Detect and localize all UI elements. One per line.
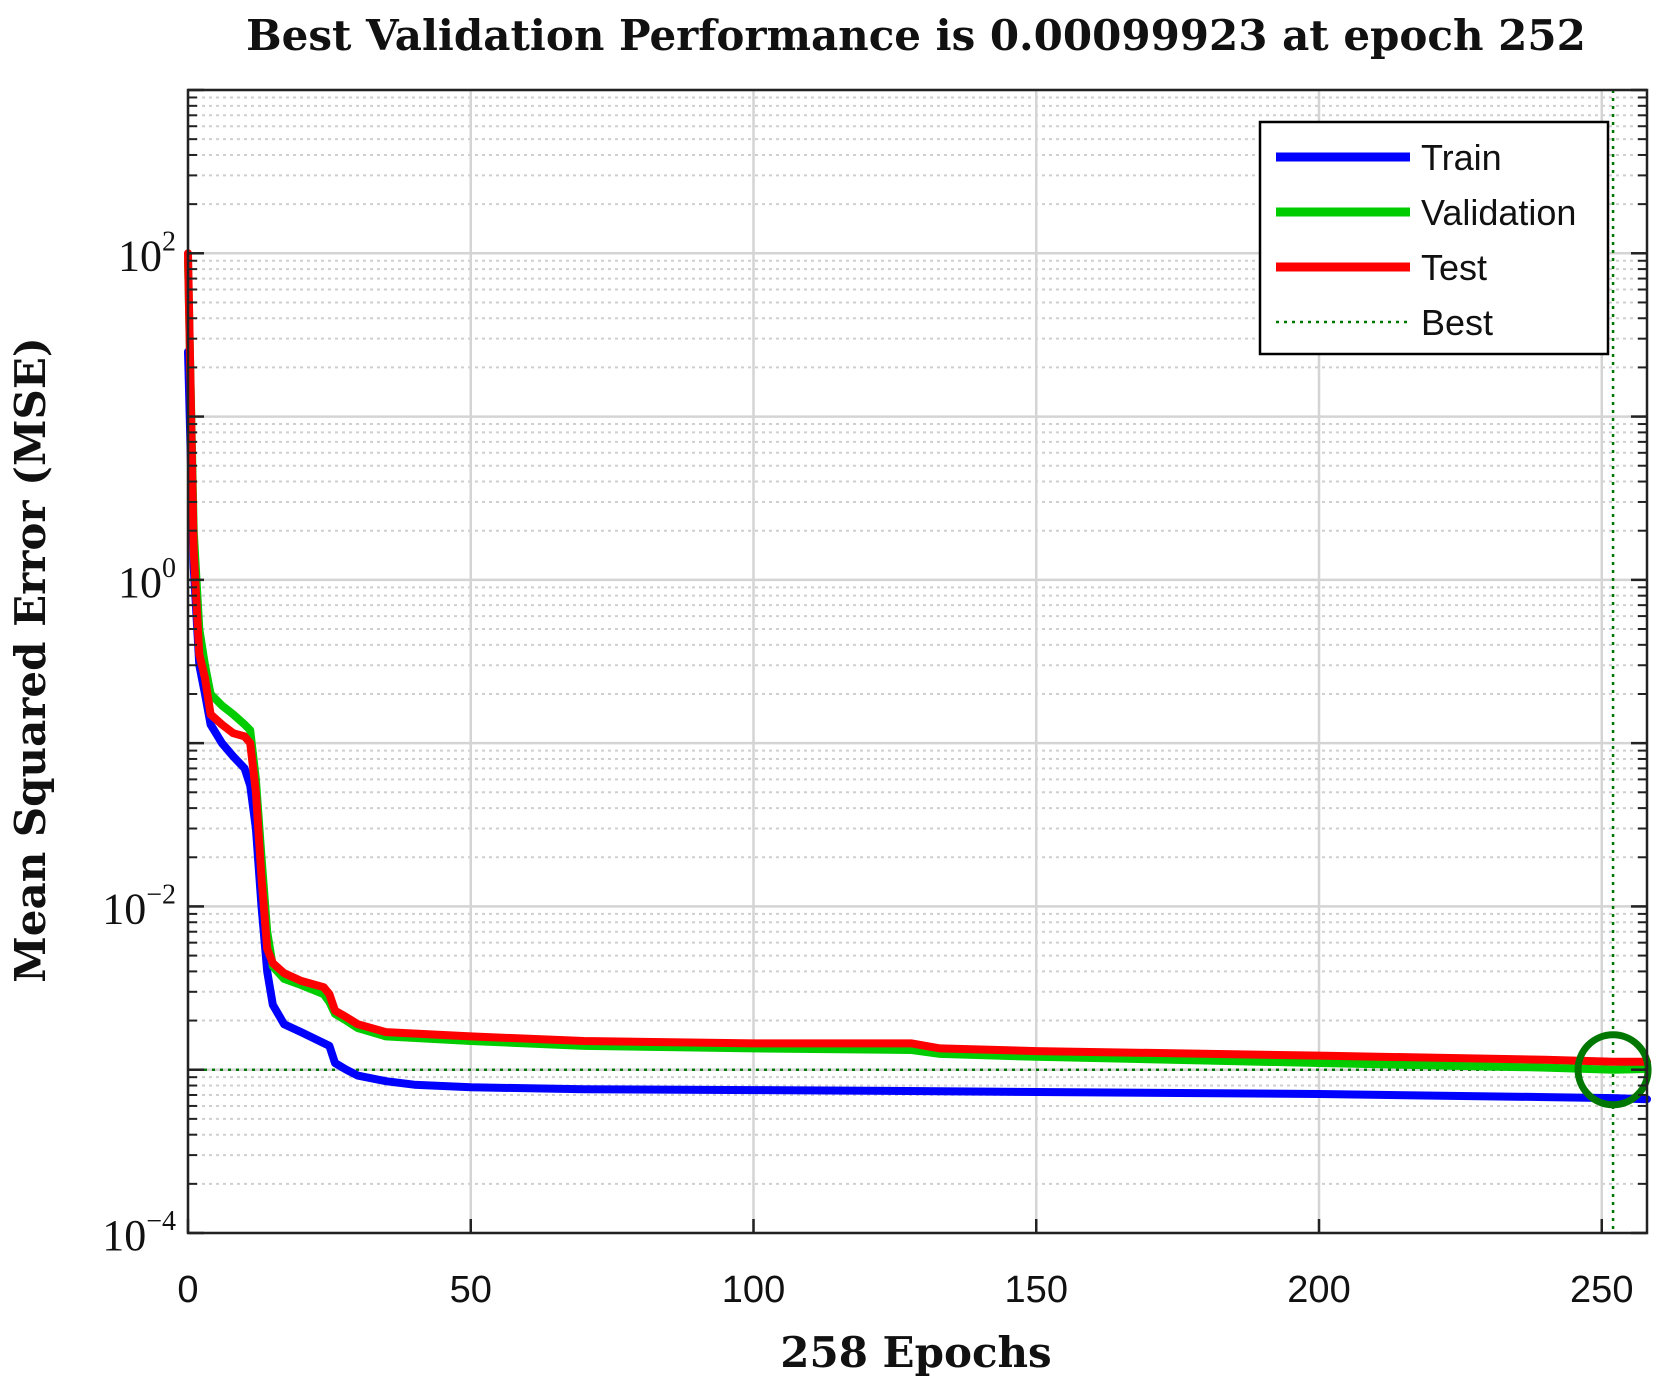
x-axis-ticks: 0 50 100 150 200 250	[177, 1219, 1633, 1311]
y-tick-label: 10−4	[102, 1206, 176, 1260]
legend-label-test: Test	[1421, 247, 1487, 288]
x-axis-label: 258 Epochs	[780, 1328, 1051, 1377]
x-tick-label: 0	[177, 1269, 198, 1311]
series-lines	[184, 249, 1651, 1104]
series-line-train	[184, 347, 1651, 1104]
chart-title: Best Validation Performance is 0.0009992…	[246, 11, 1586, 60]
series-line-validation	[184, 256, 1651, 1074]
x-tick-label: 150	[1005, 1269, 1068, 1311]
legend-label-best: Best	[1421, 302, 1493, 343]
x-tick-label: 200	[1287, 1269, 1350, 1311]
legend-label-train: Train	[1421, 137, 1502, 178]
y-tick-label: 102	[118, 226, 176, 280]
x-tick-label: 50	[450, 1269, 492, 1311]
y-tick-label: 10−2	[102, 879, 176, 933]
minor-gridlines	[188, 96, 1647, 1185]
legend-label-validation: Validation	[1421, 192, 1576, 233]
x-tick-label: 100	[722, 1269, 785, 1311]
legend: Train Validation Test Best	[1258, 120, 1610, 356]
best-markers	[188, 90, 1647, 1233]
axes-frame	[186, 88, 1649, 1235]
y-axis-label: Mean Squared Error (MSE)	[6, 337, 55, 982]
x-tick-label: 250	[1570, 1269, 1633, 1311]
y-tick-label: 100	[118, 553, 176, 607]
y-axis-ticks: 102 100 10−2 10−4	[102, 226, 176, 1260]
series-line-test	[184, 249, 1651, 1066]
axes-box	[186, 88, 1649, 1235]
